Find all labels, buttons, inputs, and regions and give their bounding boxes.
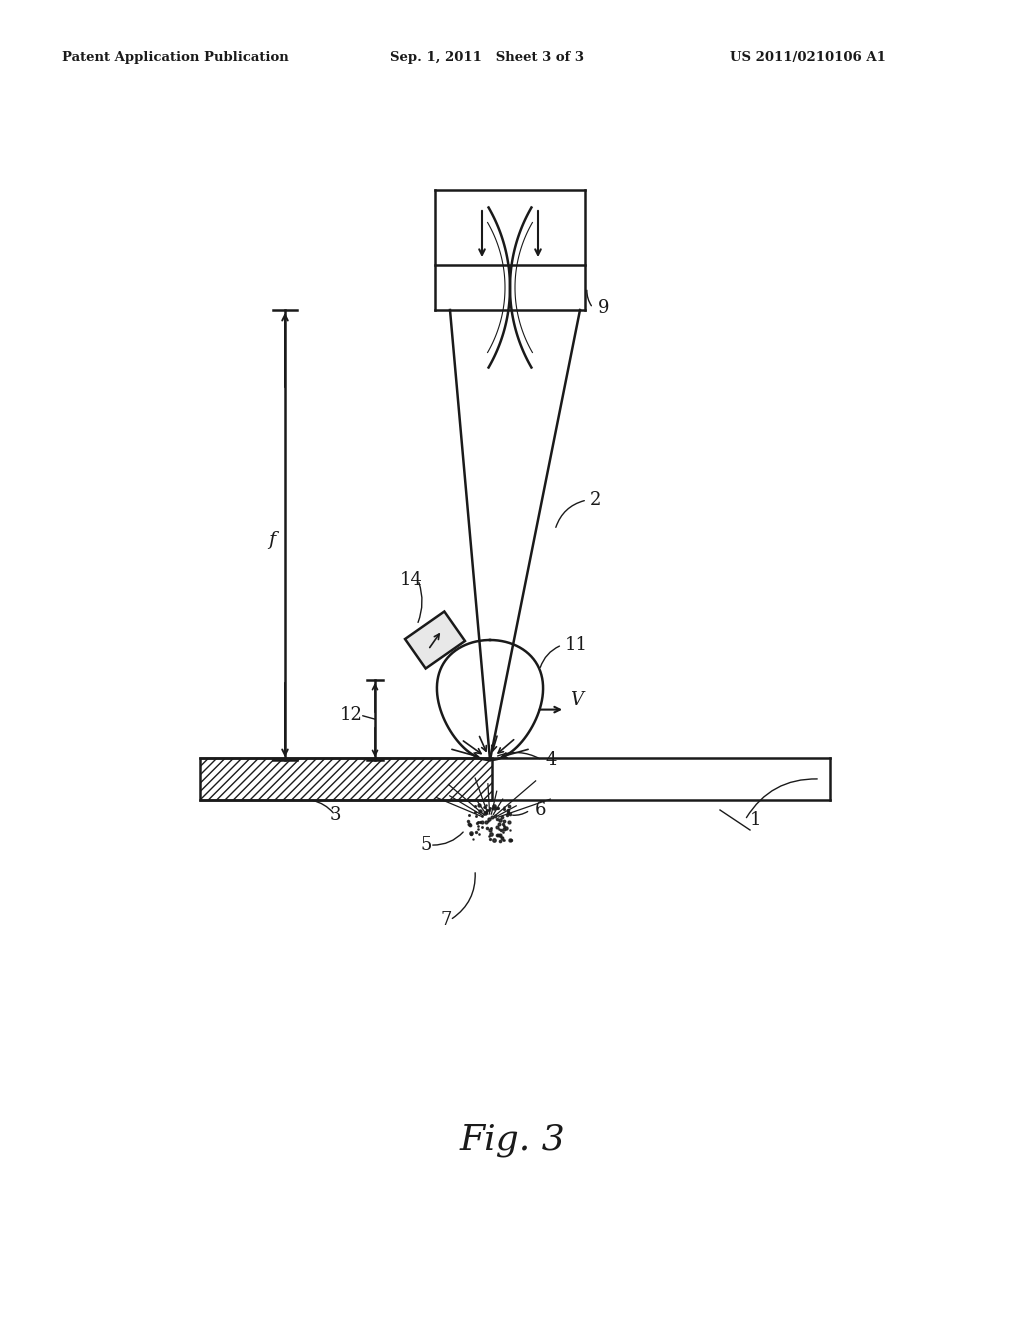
Text: 3: 3 [330,807,341,824]
Text: f: f [268,531,275,549]
Text: 11: 11 [565,636,588,653]
Text: 7: 7 [440,911,452,929]
Text: 1: 1 [750,810,762,829]
Text: Patent Application Publication: Patent Application Publication [62,51,289,65]
Text: 5: 5 [420,836,431,854]
Text: 6: 6 [535,801,547,818]
Text: 9: 9 [598,300,609,317]
Text: Sep. 1, 2011   Sheet 3 of 3: Sep. 1, 2011 Sheet 3 of 3 [390,51,584,65]
Text: 12: 12 [340,706,362,723]
Polygon shape [406,611,465,668]
Text: 4: 4 [545,751,556,770]
Polygon shape [200,758,492,800]
Text: 14: 14 [400,572,423,589]
Text: US 2011/0210106 A1: US 2011/0210106 A1 [730,51,886,65]
Text: Fig. 3: Fig. 3 [459,1123,565,1158]
Text: 2: 2 [590,491,601,510]
Text: V: V [570,690,583,709]
